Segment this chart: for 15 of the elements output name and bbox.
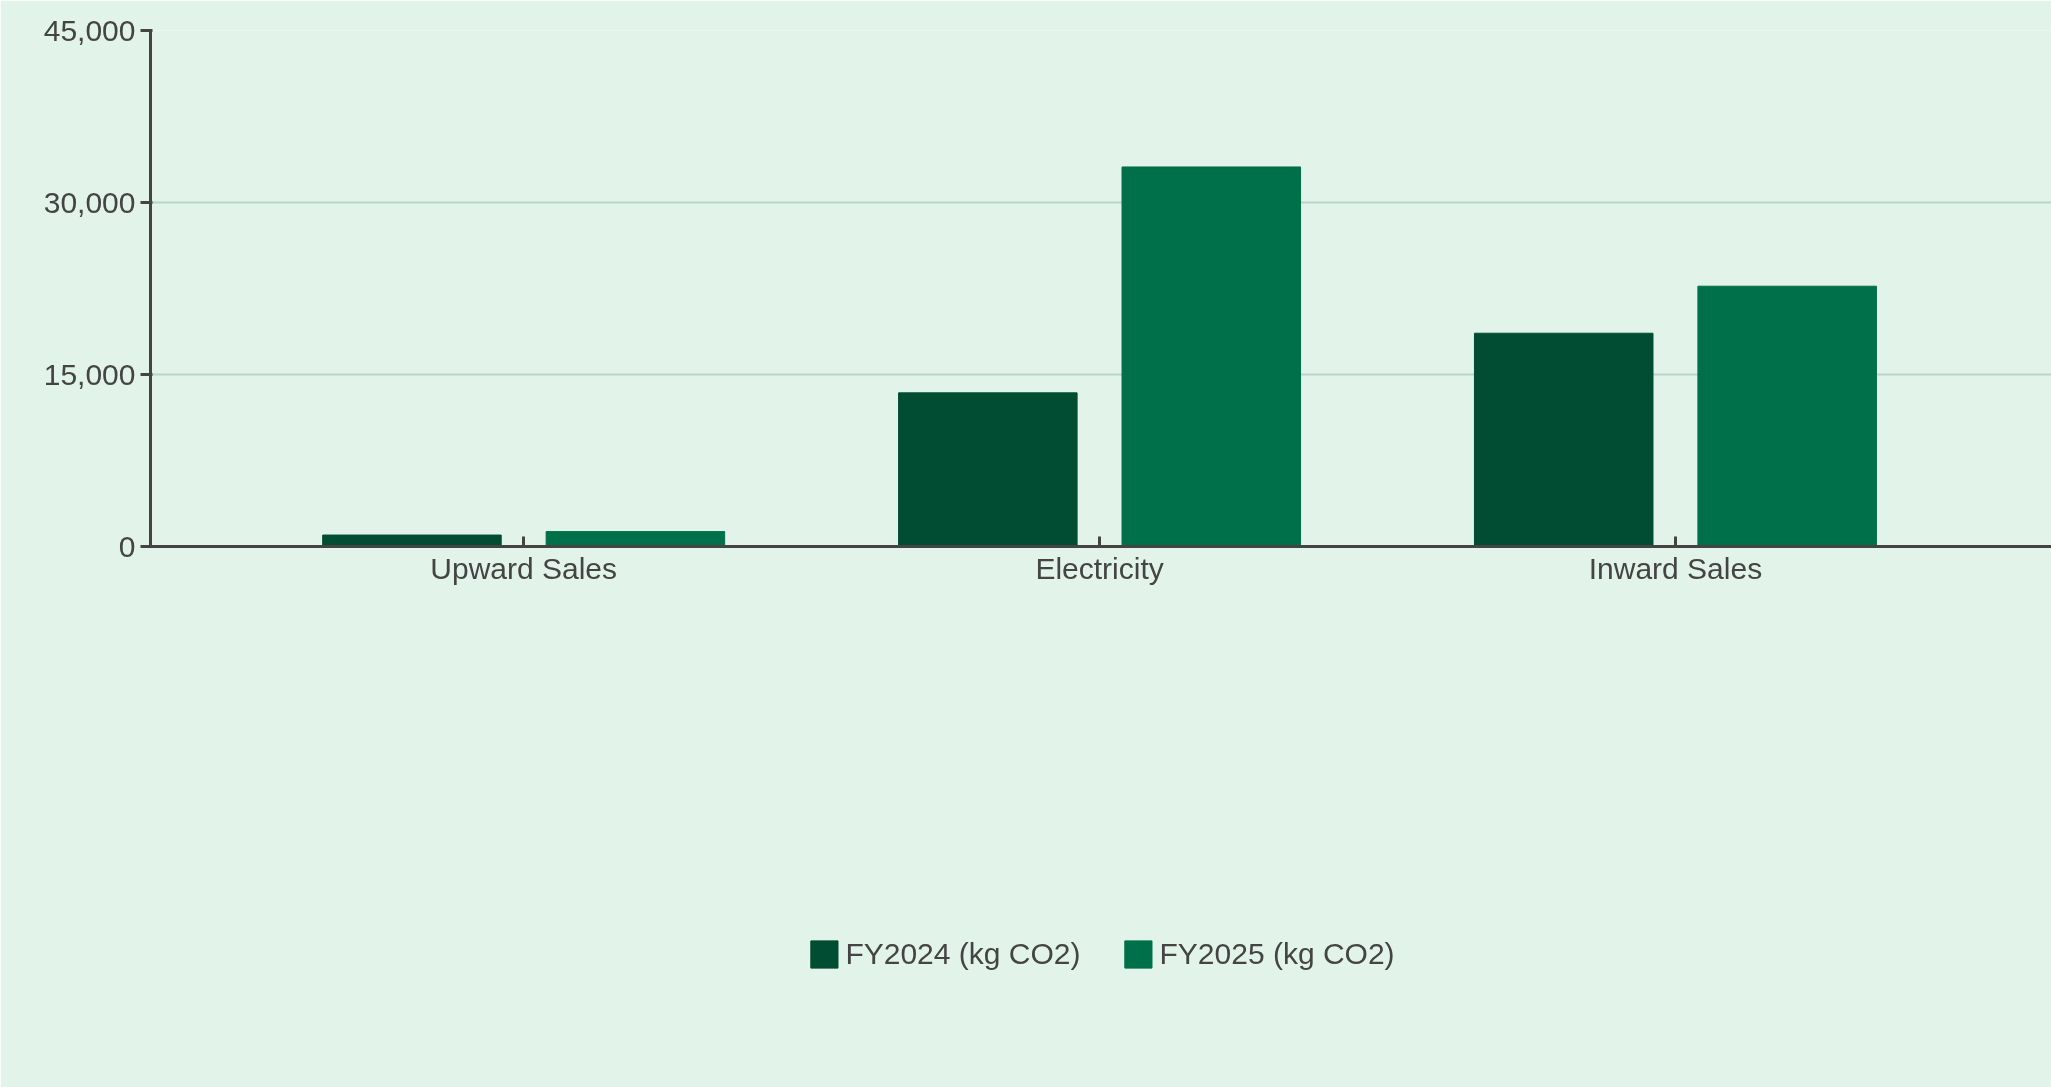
y-tick-label: 0 [118, 529, 136, 563]
bar [322, 534, 502, 547]
bar [1121, 166, 1302, 547]
bar [898, 392, 1078, 547]
legend-label: FY2024 (kg CO2) [845, 936, 1081, 971]
x-tick-label: Upward Sales [430, 551, 618, 585]
bar [545, 531, 726, 547]
x-tick-label: Electricity [1035, 551, 1164, 585]
y-tick-label: 45,000 [43, 13, 136, 47]
y-tick-label: 30,000 [43, 185, 136, 219]
legend-label: FY2025 (kg CO2) [1159, 936, 1395, 971]
y-tick-label: 15,000 [43, 357, 136, 391]
x-tick-label: Inward Sales [1588, 551, 1763, 585]
bar [1697, 285, 1877, 547]
bar [1473, 332, 1654, 547]
